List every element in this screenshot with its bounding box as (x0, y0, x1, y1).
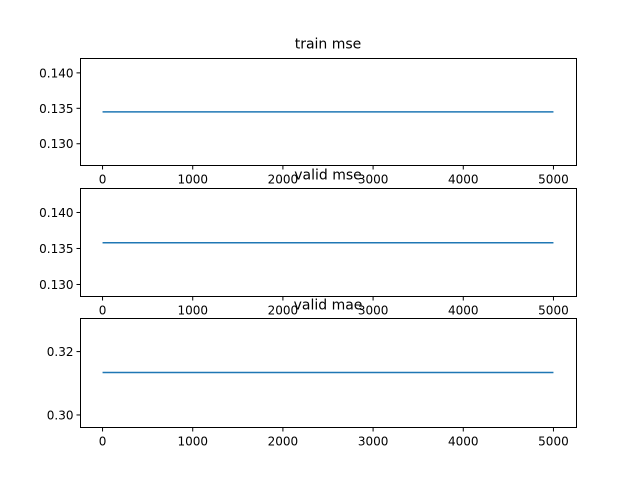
subplot-train-mse: 0 1000 2000 3000 4000 5000 0.130 0.135 0.140 tra… (39, 37, 577, 187)
y-tick-label: 0.140 (39, 66, 73, 80)
x-tick-label: 3000 (358, 435, 389, 449)
x-tick-label: 4000 (448, 435, 479, 449)
y-tick-label: 0.32 (47, 345, 74, 359)
x-tick-label: 1000 (177, 173, 208, 187)
subplot-valid-mae: 0 1000 2000 3000 4000 5000 0.30 0.32 valid mae (47, 298, 577, 449)
x-tick-label: 1000 (177, 435, 208, 449)
x-tick-label: 3000 (358, 173, 389, 187)
x-tick-label: 2000 (268, 173, 299, 187)
y-tick-label: 0.135 (39, 102, 73, 116)
subplot-title: valid mae (294, 298, 363, 314)
x-tick-label: 0 (99, 435, 107, 449)
y-tick-label: 0.135 (39, 242, 73, 256)
x-tick-label: 5000 (538, 304, 569, 318)
subplot-valid-mae-body: 0 1000 2000 3000 4000 5000 0.30 0.32 (47, 318, 577, 449)
x-tick-label: 1000 (177, 304, 208, 318)
x-tick-label: 5000 (538, 173, 569, 187)
subplot-valid-mse: 0 1000 2000 3000 4000 5000 0.130 0.135 0.140 val… (39, 168, 577, 318)
x-tick-label: 4000 (448, 304, 479, 318)
subplot-train-mse-body: 0 1000 2000 3000 4000 5000 0.130 0.135 0.140 (39, 58, 577, 187)
x-tick-label: 2000 (268, 435, 299, 449)
y-tick-label: 0.140 (39, 206, 73, 220)
subplot-valid-mse-body: 0 1000 2000 3000 4000 5000 0.130 0.135 0.140 (39, 188, 577, 318)
x-tick-label: 2000 (268, 304, 299, 318)
x-tick-label: 5000 (538, 435, 569, 449)
x-tick-label: 3000 (358, 304, 389, 318)
subplot-title: valid mse (294, 168, 362, 184)
axes-frame (80, 58, 577, 166)
y-tick-label: 0.130 (39, 278, 73, 292)
axes-frame (80, 318, 577, 428)
x-tick-label: 0 (99, 304, 107, 318)
x-tick-label: 4000 (448, 173, 479, 187)
axes-frame (80, 188, 577, 297)
x-tick-label: 0 (99, 173, 107, 187)
subplot-title: train mse (295, 37, 362, 53)
y-tick-label: 0.30 (47, 408, 74, 422)
y-tick-label: 0.130 (39, 137, 73, 151)
